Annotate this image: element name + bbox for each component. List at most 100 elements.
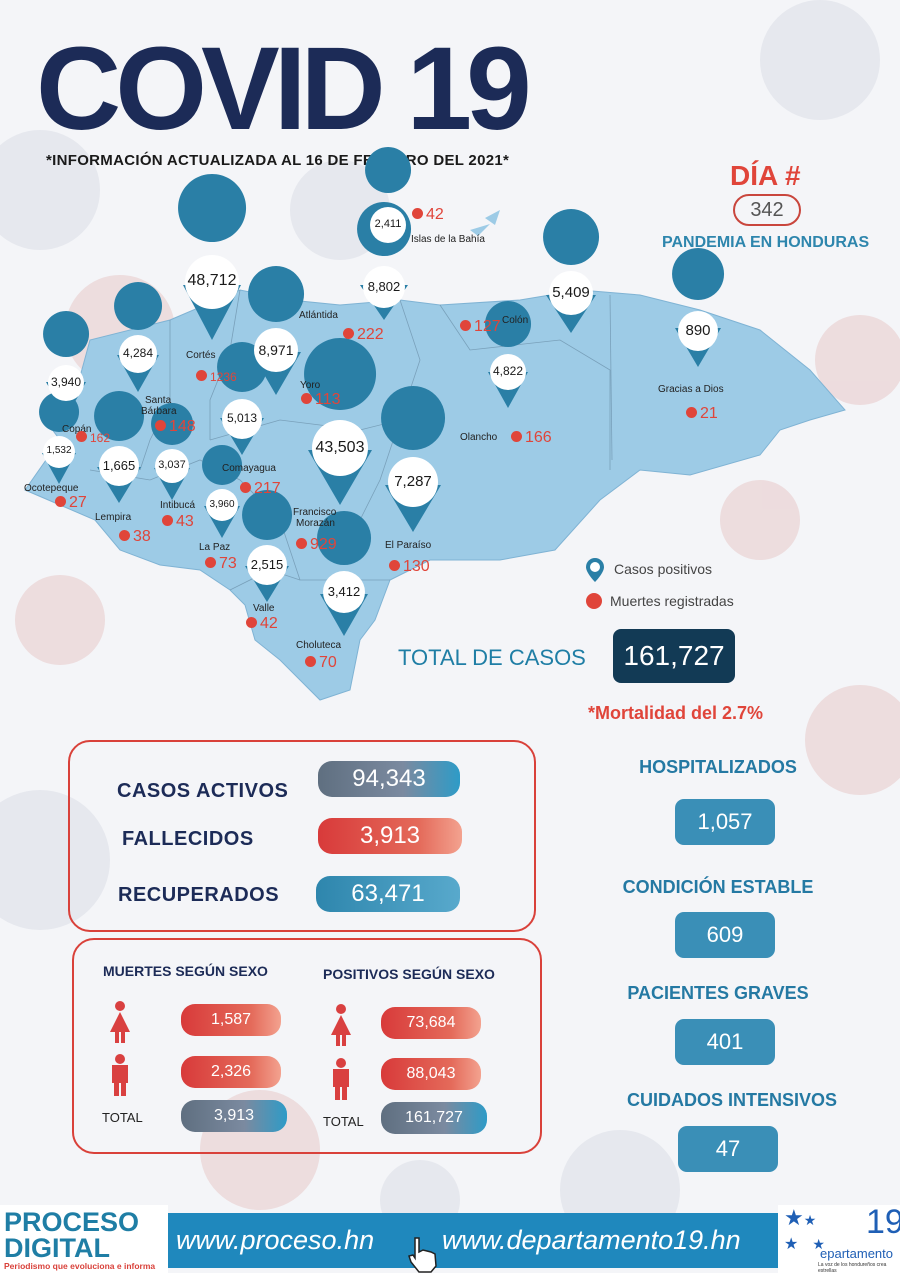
male-icon (112, 1054, 128, 1096)
cases-lempira: 1,665 (102, 458, 136, 473)
total-cases-label: TOTAL DE CASOS (398, 645, 586, 670)
map-pins (39, 147, 725, 636)
cases-gracias: 890 (685, 322, 711, 339)
cases-comayagua: 5,013 (226, 411, 258, 425)
footer-logo-area (0, 1205, 168, 1273)
pandemic-label: PANDEMIA EN HONDURAS (662, 234, 870, 251)
icu-value: 47 (678, 1126, 778, 1172)
positives-total-value: 161,727 (381, 1102, 487, 1134)
recovered-value: 63,471 (316, 876, 460, 912)
cases-colon: 5,409 (552, 284, 590, 301)
dept-valle: Valle (253, 603, 275, 614)
d19-tagline: La voz de los hondureños crea estrellas (818, 1262, 887, 1273)
recovered-label: RECUPERADOS (118, 884, 280, 906)
cases-intibuca: 3,037 (158, 459, 186, 471)
legend-deaths: Muertes registradas (610, 593, 734, 609)
dept-cortes: Cortés (186, 350, 216, 361)
female-icon (110, 1001, 130, 1043)
deaths-el-paraiso: 130 (389, 558, 430, 576)
star-cluster-icon: ★★ ★ ★ (784, 1206, 825, 1254)
deaths-female-value: 1,587 (181, 1004, 281, 1036)
cases-francisco-morazan: 43,503 (315, 439, 365, 456)
cases-cortes: 48,712 (187, 272, 237, 289)
deaths-intibuca: 43 (162, 513, 194, 531)
url-departamento19-link[interactable]: www.departamento19.hn (442, 1225, 741, 1255)
dept-fm-2: Morazán (296, 518, 335, 529)
female-icon (331, 1004, 351, 1046)
dept-atlantida: Atlántida (299, 310, 338, 321)
active-cases-value: 94,343 (318, 761, 460, 797)
hospitalized-value: 1,057 (675, 799, 775, 845)
dept-gracias: Gracias a Dios (658, 384, 724, 395)
deaths-yoro: 113 (301, 391, 341, 409)
deaths-colon: 127 (460, 318, 501, 336)
deaths-cortes: 1236 (196, 370, 237, 384)
positives-female-value: 73,684 (381, 1007, 481, 1039)
cases-la-paz: 3,960 (209, 499, 235, 510)
deaths-atlantida: 222 (343, 326, 384, 344)
dept-yoro: Yoro (300, 380, 321, 391)
grave-label: PACIENTES GRAVES (627, 983, 809, 1003)
cases-choluteca: 3,412 (327, 584, 361, 599)
hand-cursor-icon (408, 1237, 437, 1273)
cases-yoro: 8,971 (258, 342, 294, 358)
cases-olancho: 4,822 (492, 364, 524, 378)
male-icon (333, 1058, 349, 1100)
dept-choluteca: Choluteca (296, 640, 342, 651)
mortality-rate: *Mortalidad del 2.7% (588, 703, 764, 723)
cases-islas: 2,411 (374, 218, 402, 230)
legend-positive: Casos positivos (614, 561, 713, 577)
proceso-tagline: Periodismo que evoluciona e informa (4, 1261, 156, 1271)
positives-total-label: TOTAL (323, 1114, 364, 1129)
sex-breakdown-box (72, 938, 542, 1154)
cases-valle: 2,515 (250, 557, 284, 572)
page-title: COVID 19 (36, 23, 532, 155)
deaths-total-value: 3,913 (181, 1100, 287, 1132)
total-cases-value: 161,727 (613, 629, 735, 683)
positives-by-sex-header: POSITIVOS SEGÚN SEXO (323, 966, 495, 982)
dept-intibuca: Intibucá (160, 500, 196, 511)
proceso-logo-line2: DIGITAL (4, 1233, 110, 1263)
deaths-copan: 162 (76, 431, 110, 445)
dept-copan: Copán (62, 424, 92, 435)
cases-el-paraiso: 7,287 (394, 473, 432, 490)
dept-comayagua: Comayagua (222, 463, 276, 474)
deaths-olancho: 166 (511, 429, 552, 447)
deaths-gracias: 21 (686, 405, 718, 423)
day-number: 342 (733, 194, 801, 226)
hospitalized-label: HOSPITALIZADOS (639, 757, 797, 777)
dept-olancho: Olancho (460, 432, 498, 443)
day-label: DÍA # (730, 160, 801, 191)
grave-value: 401 (675, 1019, 775, 1065)
deaths-total-label: TOTAL (102, 1110, 143, 1125)
d19-name: epartamento (820, 1246, 893, 1261)
deaths-santa-barbara: 148 (155, 418, 196, 436)
d19-logo-area (778, 1205, 900, 1273)
positives-male-value: 88,043 (381, 1058, 481, 1090)
cases-atlantida: 8,802 (367, 279, 401, 294)
dept-la-paz: La Paz (199, 542, 231, 553)
pin-legend-icon (586, 558, 604, 582)
stable-label: CONDICIÓN ESTABLE (622, 877, 814, 897)
deceased-value: 3,913 (318, 818, 462, 854)
deceased-label: FALLECIDOS (122, 828, 254, 850)
stable-value: 609 (675, 912, 775, 958)
deaths-male-value: 2,326 (181, 1056, 281, 1088)
active-cases-label: CASOS ACTIVOS (117, 780, 289, 802)
deaths-islas: 42 (412, 206, 444, 224)
deaths-la-paz: 73 (205, 555, 237, 573)
deaths-by-sex-header: MUERTES SEGÚN SEXO (103, 963, 268, 979)
proceso-logo-line1: PROCESO (4, 1207, 140, 1237)
deaths-valle: 42 (246, 615, 278, 633)
deaths-ocotepeque: 27 (55, 494, 87, 512)
cases-ocotepeque: 1,532 (46, 445, 72, 456)
dept-islas: Islas de la Bahía (411, 234, 485, 245)
cases-santa-barbara: 4,284 (122, 346, 154, 360)
deaths-francisco-morazan: 929 (296, 536, 337, 554)
d19-number: 19 (866, 1203, 900, 1241)
deaths-comayagua: 217 (240, 480, 281, 498)
footer-url-bar (168, 1213, 778, 1268)
url-proceso-link[interactable]: www.proceso.hn (176, 1225, 375, 1255)
dept-el-paraiso: El Paraíso (385, 540, 432, 551)
